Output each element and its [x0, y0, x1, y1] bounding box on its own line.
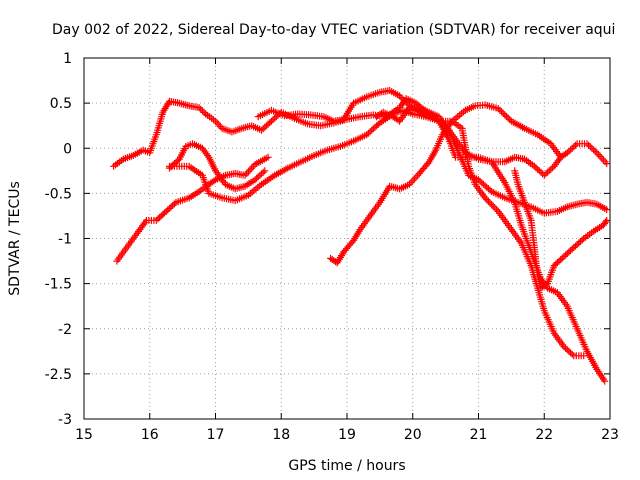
series-track-1 — [110, 95, 610, 170]
y-tick-label: 0.5 — [50, 96, 72, 112]
series-markers — [166, 107, 564, 204]
x-tick-label: 18 — [272, 427, 290, 443]
chart-canvas: Day 002 of 2022, Sidereal Day-to-day VTE… — [0, 0, 640, 480]
y-tick-label: -2.5 — [45, 367, 72, 383]
x-tick-label: 17 — [207, 427, 225, 443]
y-tick-label: -0.5 — [45, 186, 72, 202]
chart-title: Day 002 of 2022, Sidereal Day-to-day VTE… — [52, 22, 615, 38]
y-tick-label: -1 — [58, 232, 72, 248]
x-tick-label: 19 — [338, 427, 356, 443]
x-tick-label: 23 — [601, 427, 619, 443]
y-axis-title: SDTVAR / TECUs — [7, 181, 23, 296]
x-tick-label: 22 — [535, 427, 553, 443]
x-tick-label: 15 — [75, 427, 93, 443]
data-points — [110, 87, 610, 385]
x-tick-label: 21 — [470, 427, 488, 443]
y-tick-label: -3 — [58, 412, 72, 428]
x-axis-title: GPS time / hours — [288, 458, 405, 474]
y-tick-label: -1.5 — [45, 277, 72, 293]
series-markers — [110, 95, 610, 170]
y-tick-label: 0 — [63, 141, 72, 157]
x-tick-label: 16 — [141, 427, 159, 443]
series-track-4 — [166, 107, 564, 204]
x-tick-label: 20 — [404, 427, 422, 443]
y-tick-label: 1 — [63, 51, 72, 67]
y-tick-label: -2 — [58, 322, 72, 338]
